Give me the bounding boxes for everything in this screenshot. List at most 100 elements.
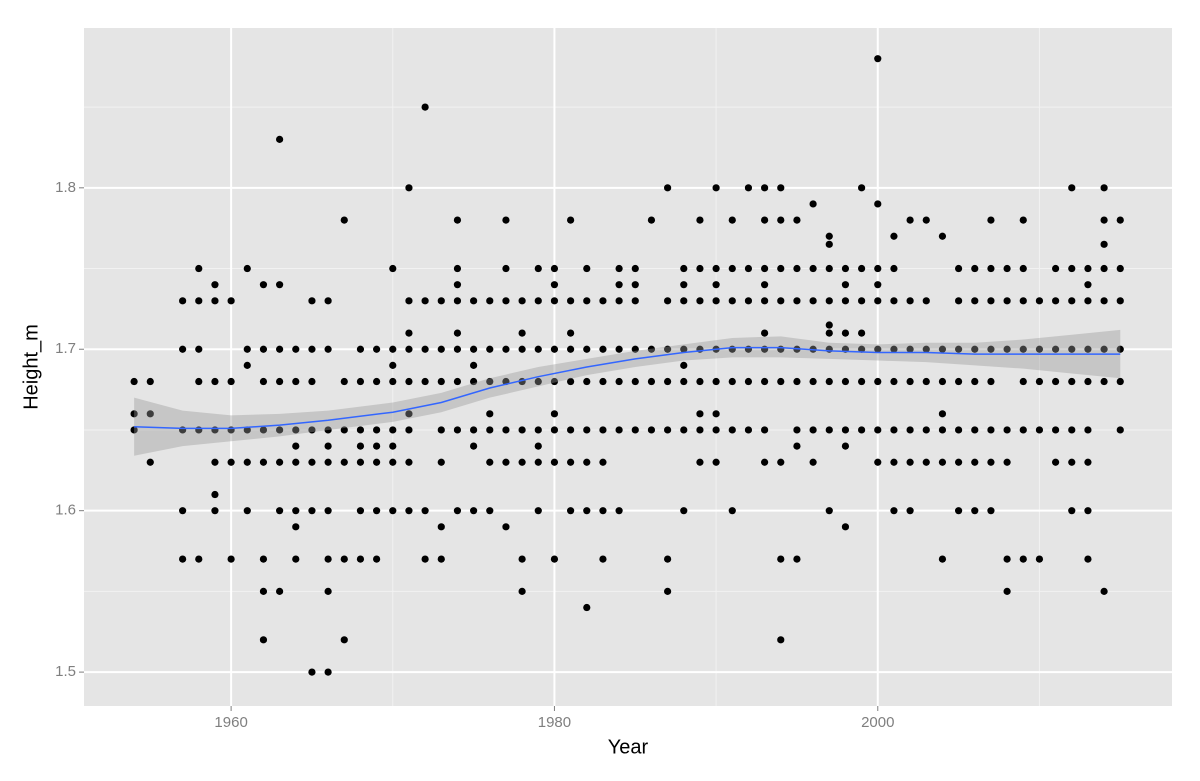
point — [1068, 184, 1076, 192]
point — [631, 426, 639, 434]
point — [583, 603, 591, 612]
point — [227, 555, 235, 563]
point — [276, 135, 284, 143]
point — [825, 321, 833, 329]
point — [809, 264, 817, 273]
point — [389, 377, 397, 386]
point — [599, 555, 607, 563]
point — [841, 523, 850, 531]
point — [858, 297, 866, 305]
point — [1052, 345, 1060, 353]
point — [793, 442, 801, 450]
point — [518, 345, 526, 353]
point — [761, 329, 769, 337]
point — [308, 458, 316, 466]
point — [1068, 426, 1076, 434]
point — [938, 426, 947, 434]
point — [486, 458, 494, 466]
point — [356, 442, 365, 450]
point — [583, 377, 591, 386]
point — [922, 345, 930, 353]
point — [567, 507, 575, 515]
point — [938, 232, 947, 240]
point — [809, 200, 817, 208]
point — [486, 345, 494, 353]
point — [324, 345, 332, 353]
point — [664, 555, 672, 563]
point — [389, 345, 397, 353]
point — [744, 426, 753, 434]
point — [502, 216, 510, 224]
point — [583, 297, 591, 305]
point — [421, 103, 429, 111]
point — [890, 426, 898, 434]
point — [744, 184, 753, 192]
point — [777, 297, 785, 305]
point — [518, 587, 526, 595]
point — [567, 345, 575, 353]
point — [308, 377, 316, 386]
point — [470, 345, 478, 353]
point — [744, 297, 753, 305]
point — [550, 555, 559, 563]
point — [292, 345, 300, 353]
point — [453, 329, 462, 337]
point — [906, 345, 914, 353]
point — [631, 297, 639, 305]
point — [405, 377, 413, 386]
point — [955, 377, 963, 386]
point — [502, 523, 510, 531]
point — [1100, 587, 1108, 595]
point — [324, 458, 332, 466]
point — [437, 345, 445, 353]
point — [340, 377, 348, 386]
point — [858, 426, 866, 434]
point — [1003, 458, 1011, 466]
point — [793, 377, 801, 386]
point — [1084, 426, 1092, 434]
point — [567, 329, 575, 337]
point — [1035, 377, 1044, 386]
point — [583, 426, 591, 434]
point — [825, 232, 833, 240]
point — [971, 426, 979, 434]
point — [906, 426, 914, 434]
point — [1116, 345, 1124, 353]
point — [227, 297, 235, 305]
point — [599, 507, 607, 515]
point — [389, 507, 397, 515]
point — [550, 281, 559, 289]
point — [809, 426, 817, 434]
point — [550, 458, 559, 466]
point — [389, 361, 397, 369]
point — [356, 426, 365, 434]
smooth-line — [134, 346, 1121, 430]
point — [841, 377, 850, 386]
point — [373, 345, 381, 353]
point — [971, 264, 979, 273]
point — [389, 442, 397, 450]
point — [858, 264, 866, 273]
x-tick-label: 1960 — [214, 714, 247, 731]
point — [841, 297, 850, 305]
point — [373, 377, 381, 386]
point — [340, 458, 348, 466]
point — [1100, 240, 1108, 248]
point — [243, 361, 251, 369]
point — [615, 345, 623, 353]
point — [761, 297, 769, 305]
point — [906, 377, 914, 386]
point — [179, 345, 187, 353]
point — [259, 377, 268, 386]
point — [680, 281, 688, 289]
point — [1084, 555, 1092, 563]
point — [373, 442, 381, 450]
x-tick-label: 1980 — [538, 714, 571, 731]
point — [421, 297, 429, 305]
point — [777, 458, 785, 466]
point — [1035, 297, 1044, 305]
point — [680, 507, 688, 515]
point — [777, 636, 785, 644]
point — [1084, 458, 1092, 466]
point — [453, 507, 462, 515]
